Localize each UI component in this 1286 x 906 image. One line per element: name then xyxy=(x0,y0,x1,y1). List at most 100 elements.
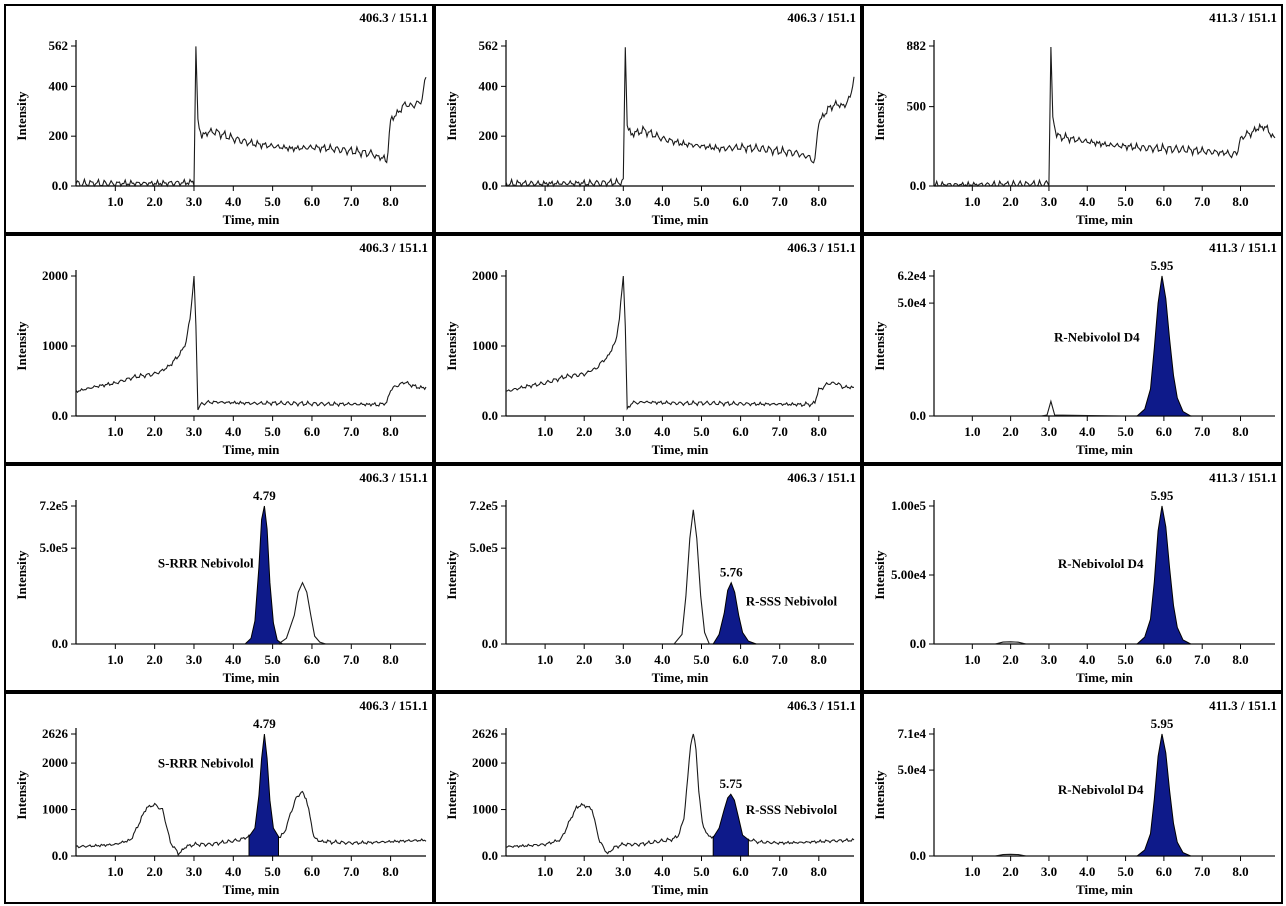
peak-label: 5.76 xyxy=(720,565,743,580)
y-tick-label: 0.0 xyxy=(910,636,926,651)
y-tick-label: 562 xyxy=(479,38,499,53)
x-tick-label: 1.0 xyxy=(537,194,553,209)
x-tick-label: 5.0 xyxy=(1117,424,1133,439)
x-tick-label: 8.0 xyxy=(382,424,398,439)
filled-peak xyxy=(248,733,279,857)
x-tick-label: 2.0 xyxy=(576,864,592,879)
chromatogram-panel-r4c1: 406.3 / 151.1 1.0 2.0 3.0 4.0 5.0 6.0 7.0 8.0 0.0… xyxy=(4,692,434,904)
x-tick-label: 2.0 xyxy=(576,424,592,439)
filled-peak xyxy=(1135,275,1193,417)
chromatogram-panel-r4c3: 411.3 / 151.1 1.0 2.0 3.0 4.0 5.0 6.0 7.0 8.0 0.0… xyxy=(862,692,1283,904)
y-axis-label: Intensity xyxy=(14,550,29,600)
x-tick-label: 6.0 xyxy=(732,652,748,667)
y-tick-label: 0.0 xyxy=(910,408,926,423)
x-tick-label: 4.0 xyxy=(654,864,670,879)
x-tick-label: 5.0 xyxy=(693,194,709,209)
y-axis-label: Intensity xyxy=(14,321,29,371)
y-tick-label: 1000 xyxy=(42,802,68,817)
x-tick-label: 3.0 xyxy=(186,194,202,209)
y-axis-label: Intensity xyxy=(872,550,887,600)
filled-peak xyxy=(1135,505,1191,645)
x-tick-label: 6.0 xyxy=(1156,194,1172,209)
x-tick-label: 4.0 xyxy=(654,424,670,439)
chromatogram-panel-r1c2: 406.3 / 151.1 1.0 2.0 3.0 4.0 5.0 6.0 7.0 8.0 0.0… xyxy=(434,4,862,234)
x-tick-label: 7.0 xyxy=(772,652,788,667)
x-tick-label: 1.0 xyxy=(537,424,553,439)
chromatogram-panel-r2c1: 406.3 / 151.1 1.0 2.0 3.0 4.0 5.0 6.0 7.0 8.0 0.0… xyxy=(4,234,434,464)
x-tick-label: 8.0 xyxy=(1232,652,1248,667)
chromatogram-svg: 406.3 / 151.1 1.0 2.0 3.0 4.0 5.0 6.0 7.0 8.0 0.0… xyxy=(14,10,428,227)
y-tick-label: 400 xyxy=(49,78,69,93)
y-tick-label: 0.0 xyxy=(52,178,68,193)
chromatogram-svg: 406.3 / 151.1 1.0 2.0 3.0 4.0 5.0 6.0 7.0 8.0 0.0… xyxy=(444,470,856,685)
compound-label: R-SSS Nebivolol xyxy=(746,802,838,817)
y-tick-label: 882 xyxy=(907,38,927,53)
filled-peak xyxy=(1135,733,1191,857)
y-tick-label: 2000 xyxy=(42,755,68,770)
x-tick-label: 3.0 xyxy=(1041,652,1057,667)
x-tick-label: 1.0 xyxy=(537,652,553,667)
x-tick-label: 8.0 xyxy=(382,864,398,879)
x-tick-label: 2.0 xyxy=(576,652,592,667)
transition-label: 406.3 / 151.1 xyxy=(359,10,428,25)
trace-line xyxy=(75,46,427,188)
y-tick-label: 5.00e4 xyxy=(891,567,927,582)
chromatogram-svg: 406.3 / 151.1 1.0 2.0 3.0 4.0 5.0 6.0 7.0 8.0 0.0… xyxy=(444,240,856,457)
x-tick-label: 8.0 xyxy=(811,424,827,439)
trace-line xyxy=(505,275,855,411)
compound-label: S-RRR Nebivolol xyxy=(158,756,254,771)
transition-label: 406.3 / 151.1 xyxy=(787,10,856,25)
transition-label: 406.3 / 151.1 xyxy=(787,470,856,485)
peak-label: 5.95 xyxy=(1151,488,1174,503)
y-tick-label: 0.0 xyxy=(482,636,498,651)
x-tick-label: 3.0 xyxy=(615,194,631,209)
y-tick-label: 7.2e5 xyxy=(39,498,68,513)
y-tick-label: 200 xyxy=(479,128,499,143)
peak-label: 5.95 xyxy=(1151,716,1174,731)
x-tick-label: 5.0 xyxy=(1117,194,1133,209)
x-tick-label: 1.0 xyxy=(107,194,123,209)
x-tick-label: 3.0 xyxy=(615,424,631,439)
x-tick-label: 5.0 xyxy=(265,194,281,209)
x-tick-label: 5.0 xyxy=(1117,652,1133,667)
x-tick-label: 1.0 xyxy=(964,424,980,439)
y-tick-label: 562 xyxy=(49,38,69,53)
x-tick-label: 7.0 xyxy=(343,424,359,439)
y-axis-label: Intensity xyxy=(14,770,29,820)
x-tick-label: 7.0 xyxy=(1194,864,1210,879)
x-axis-label: Time, min xyxy=(1076,882,1134,897)
chromatogram-panel-r3c2: 406.3 / 151.1 1.0 2.0 3.0 4.0 5.0 6.0 7.0 8.0 0.0… xyxy=(434,464,862,692)
x-axis-label: Time, min xyxy=(223,670,281,685)
transition-label: 411.3 / 151.1 xyxy=(1209,698,1277,713)
transition-label: 406.3 / 151.1 xyxy=(787,698,856,713)
compound-label: S-RRR Nebivolol xyxy=(158,555,254,570)
x-tick-label: 4.0 xyxy=(1079,424,1095,439)
x-tick-label: 1.0 xyxy=(107,864,123,879)
x-tick-label: 6.0 xyxy=(1156,424,1172,439)
x-axis-label: Time, min xyxy=(652,882,710,897)
chromatogram-svg: 406.3 / 151.1 1.0 2.0 3.0 4.0 5.0 6.0 7.0 8.0 0.0… xyxy=(14,698,428,897)
x-tick-label: 3.0 xyxy=(615,652,631,667)
x-tick-label: 6.0 xyxy=(732,194,748,209)
transition-label: 406.3 / 151.1 xyxy=(787,240,856,255)
y-tick-label: 1000 xyxy=(42,338,68,353)
x-axis-label: Time, min xyxy=(652,212,710,227)
x-tick-label: 4.0 xyxy=(654,652,670,667)
y-tick-label: 2000 xyxy=(472,755,498,770)
x-tick-label: 4.0 xyxy=(1079,652,1095,667)
y-tick-label: 400 xyxy=(479,78,499,93)
transition-label: 406.3 / 151.1 xyxy=(359,470,428,485)
peak-label: 4.79 xyxy=(253,716,276,731)
y-tick-label: 6.2e4 xyxy=(897,268,926,283)
y-tick-label: 5.0e4 xyxy=(897,762,926,777)
x-tick-label: 1.0 xyxy=(107,652,123,667)
x-tick-label: 6.0 xyxy=(304,424,320,439)
x-tick-label: 7.0 xyxy=(772,194,788,209)
y-tick-label: 0.0 xyxy=(52,636,68,651)
chromatogram-panel-r2c3: 411.3 / 151.1 1.0 2.0 3.0 4.0 5.0 6.0 7.0 8.0 0.0… xyxy=(862,234,1283,464)
x-tick-label: 8.0 xyxy=(1232,864,1248,879)
y-tick-label: 2000 xyxy=(42,268,68,283)
x-tick-label: 8.0 xyxy=(382,652,398,667)
chromatogram-svg: 411.3 / 151.1 1.0 2.0 3.0 4.0 5.0 6.0 7.0 8.0 0.0… xyxy=(872,10,1277,227)
y-tick-label: 1000 xyxy=(472,802,498,817)
